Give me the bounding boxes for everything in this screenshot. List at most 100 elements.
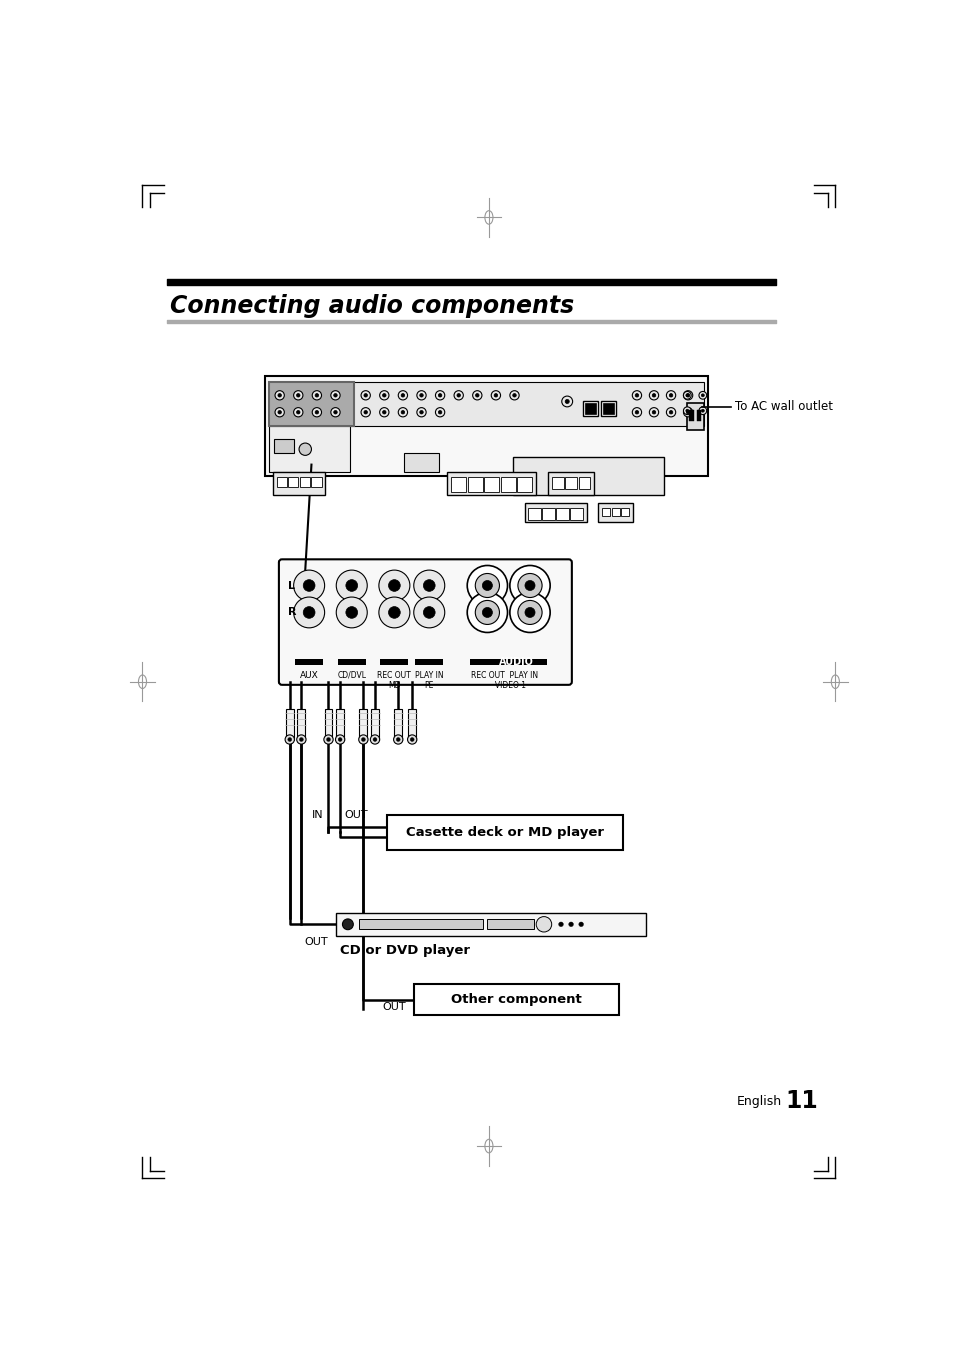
Circle shape (382, 410, 386, 414)
Bar (513, 456, 663, 495)
Circle shape (394, 734, 402, 744)
Circle shape (382, 394, 386, 397)
Circle shape (373, 737, 376, 741)
Text: R: R (288, 608, 296, 617)
Circle shape (277, 394, 281, 397)
Text: OUT: OUT (382, 1003, 406, 1012)
Bar (570, 508, 582, 520)
Circle shape (414, 597, 444, 628)
Bar (299, 477, 310, 487)
Bar (408, 709, 416, 740)
Circle shape (378, 570, 410, 601)
Circle shape (494, 394, 497, 397)
Bar (265, 377, 707, 477)
Circle shape (346, 579, 357, 591)
Circle shape (649, 408, 658, 417)
Circle shape (335, 570, 367, 601)
Circle shape (288, 737, 292, 741)
Circle shape (299, 737, 303, 741)
Circle shape (649, 390, 658, 400)
Bar (335, 709, 344, 740)
Bar (371, 709, 378, 740)
Text: Other component: Other component (451, 994, 581, 1006)
Circle shape (685, 394, 689, 397)
Bar (335, 913, 645, 936)
Circle shape (400, 410, 404, 414)
Circle shape (379, 390, 389, 400)
Bar (528, 508, 540, 520)
Bar (288, 477, 298, 487)
Bar (286, 709, 294, 740)
Circle shape (635, 410, 639, 414)
Text: CD or DVD player: CD or DVD player (340, 944, 470, 957)
Circle shape (274, 390, 284, 400)
Circle shape (397, 408, 407, 417)
Bar (324, 709, 332, 740)
Circle shape (456, 394, 460, 397)
Circle shape (524, 608, 535, 617)
Circle shape (669, 394, 672, 397)
Circle shape (682, 392, 691, 400)
Bar (578, 477, 590, 489)
Text: OUT: OUT (344, 810, 367, 819)
Circle shape (296, 394, 300, 397)
Bar (611, 508, 619, 516)
Circle shape (419, 410, 423, 414)
Text: 11: 11 (785, 1089, 818, 1114)
Bar (269, 382, 354, 427)
Text: To AC wall outlet: To AC wall outlet (735, 401, 833, 413)
Text: OUT: OUT (305, 937, 328, 946)
Bar (696, 410, 700, 421)
Text: English: English (736, 1095, 781, 1108)
Circle shape (361, 737, 365, 741)
Circle shape (682, 390, 692, 400)
Bar (394, 709, 402, 740)
Bar (269, 382, 703, 427)
Circle shape (312, 408, 321, 417)
Circle shape (652, 394, 655, 397)
Circle shape (395, 737, 399, 741)
Circle shape (666, 390, 675, 400)
Bar (551, 477, 563, 489)
Bar (269, 427, 350, 472)
Text: L: L (288, 580, 294, 590)
Circle shape (635, 394, 639, 397)
Circle shape (416, 390, 426, 400)
Circle shape (509, 566, 550, 606)
Bar (414, 984, 618, 1015)
Circle shape (379, 408, 389, 417)
Bar (415, 659, 443, 664)
Circle shape (360, 390, 370, 400)
Circle shape (346, 606, 357, 618)
Circle shape (482, 608, 492, 617)
Circle shape (578, 922, 583, 926)
FancyBboxPatch shape (278, 559, 571, 684)
Circle shape (294, 390, 303, 400)
Text: CD/DVL: CD/DVL (337, 671, 366, 680)
Text: AUX: AUX (299, 671, 318, 680)
Bar (620, 508, 629, 516)
Bar (359, 709, 367, 740)
Circle shape (388, 606, 400, 618)
Circle shape (334, 410, 337, 414)
Circle shape (437, 410, 441, 414)
Circle shape (363, 410, 367, 414)
Circle shape (337, 737, 342, 741)
Circle shape (475, 601, 499, 625)
Circle shape (298, 443, 311, 455)
Circle shape (524, 580, 535, 590)
Circle shape (423, 579, 435, 591)
Circle shape (435, 390, 444, 400)
Bar (451, 477, 465, 491)
Circle shape (512, 394, 516, 397)
Bar (380, 659, 408, 664)
Bar (297, 709, 305, 740)
Circle shape (517, 601, 541, 625)
Circle shape (285, 734, 294, 744)
Circle shape (685, 410, 689, 414)
Circle shape (407, 734, 416, 744)
Circle shape (312, 390, 321, 400)
Bar (500, 477, 516, 491)
Bar (517, 477, 532, 491)
Circle shape (685, 394, 688, 397)
